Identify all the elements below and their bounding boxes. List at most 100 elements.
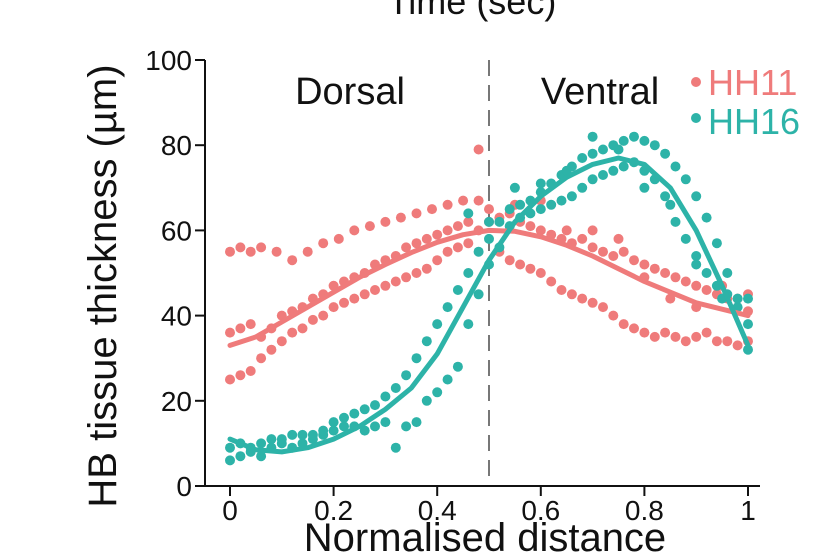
data-point-hh16	[598, 144, 608, 155]
data-point-hh16	[256, 451, 267, 462]
data-point-hh16	[691, 251, 702, 261]
data-point-hh16	[665, 199, 676, 210]
data-point-hh16	[660, 148, 671, 159]
data-point-hh11	[328, 302, 339, 313]
data-point-hh11	[297, 323, 308, 334]
x-tick-label: 0.2	[314, 495, 353, 526]
data-point-hh16	[452, 361, 463, 372]
data-point-hh11	[587, 225, 598, 236]
data-point-hh16	[463, 319, 474, 330]
data-point-hh11	[665, 293, 676, 304]
data-point-hh11	[411, 208, 422, 219]
data-point-hh16	[732, 293, 743, 304]
data-point-hh11	[380, 216, 391, 227]
data-point-hh11	[395, 212, 406, 223]
data-point-hh11	[515, 259, 526, 270]
data-point-hh16	[328, 417, 339, 428]
data-point-hh11	[504, 255, 515, 266]
data-point-hh11	[349, 225, 360, 236]
data-point-hh11	[556, 285, 567, 295]
data-point-hh11	[577, 293, 588, 304]
data-point-hh16	[680, 233, 691, 244]
data-point-hh16	[587, 174, 598, 185]
data-point-hh16	[701, 212, 712, 223]
data-point-hh11	[463, 216, 474, 227]
data-point-hh11	[390, 276, 401, 287]
data-point-hh16	[598, 170, 608, 180]
data-point-hh11	[649, 263, 660, 274]
data-point-hh11	[318, 238, 329, 249]
y-tick-label: 40	[161, 301, 192, 332]
data-point-hh16	[608, 165, 619, 176]
data-point-hh11	[670, 272, 681, 283]
y-tick-label: 100	[145, 45, 192, 76]
data-point-hh11	[722, 336, 733, 347]
data-point-hh11	[587, 297, 598, 308]
data-point-hh16	[266, 434, 277, 445]
data-point-hh16	[722, 268, 733, 278]
data-point-hh16	[339, 412, 349, 423]
x-tick-label: 0.4	[418, 495, 457, 526]
data-point-hh11	[421, 263, 432, 274]
data-point-hh11	[225, 374, 235, 385]
data-point-hh16	[370, 400, 380, 411]
data-point-hh16	[297, 429, 308, 440]
data-point-hh16	[629, 131, 639, 142]
data-point-hh11	[701, 327, 712, 338]
data-point-hh11	[421, 233, 432, 244]
data-point-hh16	[370, 421, 380, 432]
x-tick-label: 0.8	[625, 495, 664, 526]
data-point-hh11	[587, 242, 598, 253]
y-tick-label: 60	[161, 215, 192, 246]
data-point-hh11	[225, 327, 235, 338]
data-point-hh16	[494, 216, 505, 227]
legend: HH11 HH16	[676, 62, 824, 142]
data-point-hh16	[566, 191, 577, 202]
data-point-hh16	[618, 135, 629, 146]
data-point-hh11	[427, 204, 437, 215]
data-point-hh11	[691, 280, 702, 291]
data-point-hh16	[401, 421, 412, 432]
data-point-hh16	[276, 434, 287, 445]
y-tick-label: 20	[161, 386, 192, 417]
data-point-hh11	[452, 221, 463, 232]
data-point-hh11	[266, 344, 277, 355]
data-point-hh11	[525, 221, 536, 232]
data-point-hh16	[380, 391, 391, 402]
data-point-hh11	[618, 246, 629, 257]
data-point-hh16	[680, 174, 691, 185]
data-point-hh11	[256, 353, 267, 364]
data-point-hh16	[225, 442, 235, 453]
data-point-hh11	[473, 144, 484, 155]
data-point-hh11	[432, 229, 443, 240]
data-point-hh11	[271, 246, 282, 257]
data-point-hh16	[556, 195, 567, 206]
data-point-hh16	[577, 153, 588, 163]
data-point-hh11	[235, 370, 246, 381]
data-point-hh11	[618, 319, 629, 330]
data-point-hh11	[458, 195, 469, 206]
data-point-hh16	[328, 425, 339, 436]
data-point-hh16	[225, 455, 235, 466]
data-point-hh16	[701, 268, 712, 278]
data-point-hh11	[432, 255, 443, 266]
data-point-hh11	[245, 366, 256, 376]
data-point-hh16	[463, 208, 474, 219]
data-point-hh11	[660, 268, 671, 278]
data-point-hh16	[421, 395, 432, 406]
data-point-hh11	[442, 225, 453, 236]
y-tick-label: 80	[161, 130, 192, 161]
data-point-hh11	[484, 204, 494, 215]
data-point-hh16	[256, 438, 267, 449]
x-axis-label: Normalised distance	[304, 516, 666, 557]
data-point-hh11	[287, 327, 298, 338]
data-point-hh16	[411, 417, 422, 428]
data-point-hh16	[484, 233, 494, 244]
data-point-hh16	[484, 216, 494, 227]
data-point-hh11	[359, 289, 370, 300]
data-point-hh16	[743, 344, 753, 355]
data-point-hh11	[349, 293, 360, 304]
data-point-hh11	[235, 242, 246, 253]
legend-marker-hh16	[691, 113, 701, 123]
